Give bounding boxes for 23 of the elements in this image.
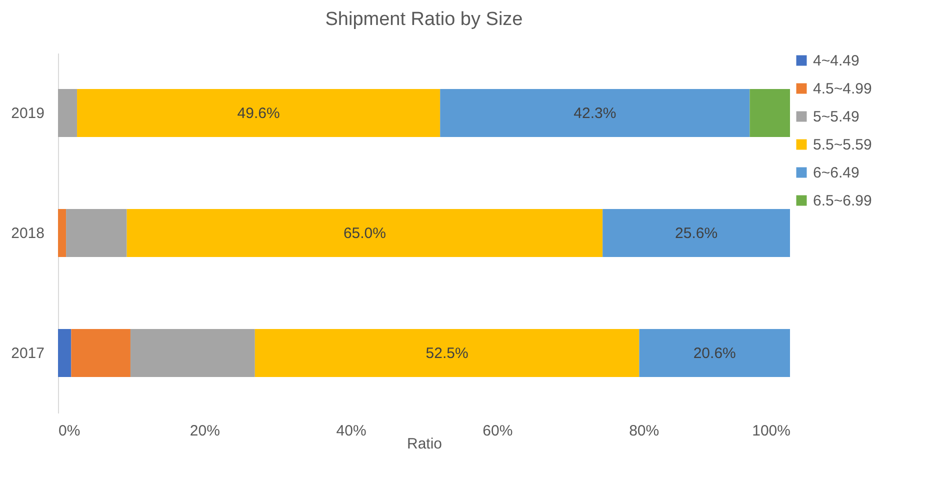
- legend-label: 6.5~6.99: [813, 192, 872, 210]
- y-tick-label: 2018: [11, 225, 44, 242]
- x-tick-label: 80%: [629, 422, 660, 440]
- data-label: 65.0%: [343, 225, 386, 242]
- legend-label: 6~6.49: [813, 164, 860, 182]
- data-label: 25.6%: [675, 225, 718, 242]
- x-tick-label: 20%: [190, 422, 220, 440]
- x-axis-title: Ratio: [406, 436, 442, 452]
- x-tick-label: 60%: [482, 422, 513, 440]
- x-tick-label: 100%: [752, 422, 790, 440]
- legend-label: 5~5.49: [813, 108, 860, 126]
- data-label: 49.6%: [237, 105, 280, 122]
- y-tick-label: 2019: [11, 105, 44, 122]
- legend-label: 4.5~4.99: [813, 80, 872, 98]
- legend-label: 5.5~5.59: [813, 136, 872, 154]
- chart-title: Shipment Ratio by Size: [325, 9, 523, 30]
- legend-label: 4~4.49: [813, 52, 860, 70]
- data-label: 20.6%: [693, 345, 736, 362]
- y-tick-label: 2017: [11, 345, 44, 362]
- x-tick-label: 40%: [336, 422, 366, 440]
- data-label: 52.5%: [426, 345, 468, 362]
- x-tick-label: 0%: [58, 422, 80, 440]
- data-label: 42.3%: [574, 105, 616, 122]
